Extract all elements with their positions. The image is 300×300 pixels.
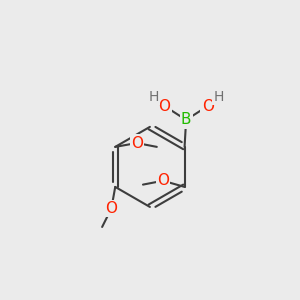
Text: B: B — [181, 112, 191, 128]
Text: O: O — [202, 99, 214, 114]
Text: O: O — [105, 201, 117, 216]
Text: O: O — [157, 173, 169, 188]
Text: O: O — [131, 136, 143, 151]
Text: H: H — [213, 90, 224, 104]
Text: H: H — [148, 90, 159, 104]
Text: O: O — [159, 99, 171, 114]
